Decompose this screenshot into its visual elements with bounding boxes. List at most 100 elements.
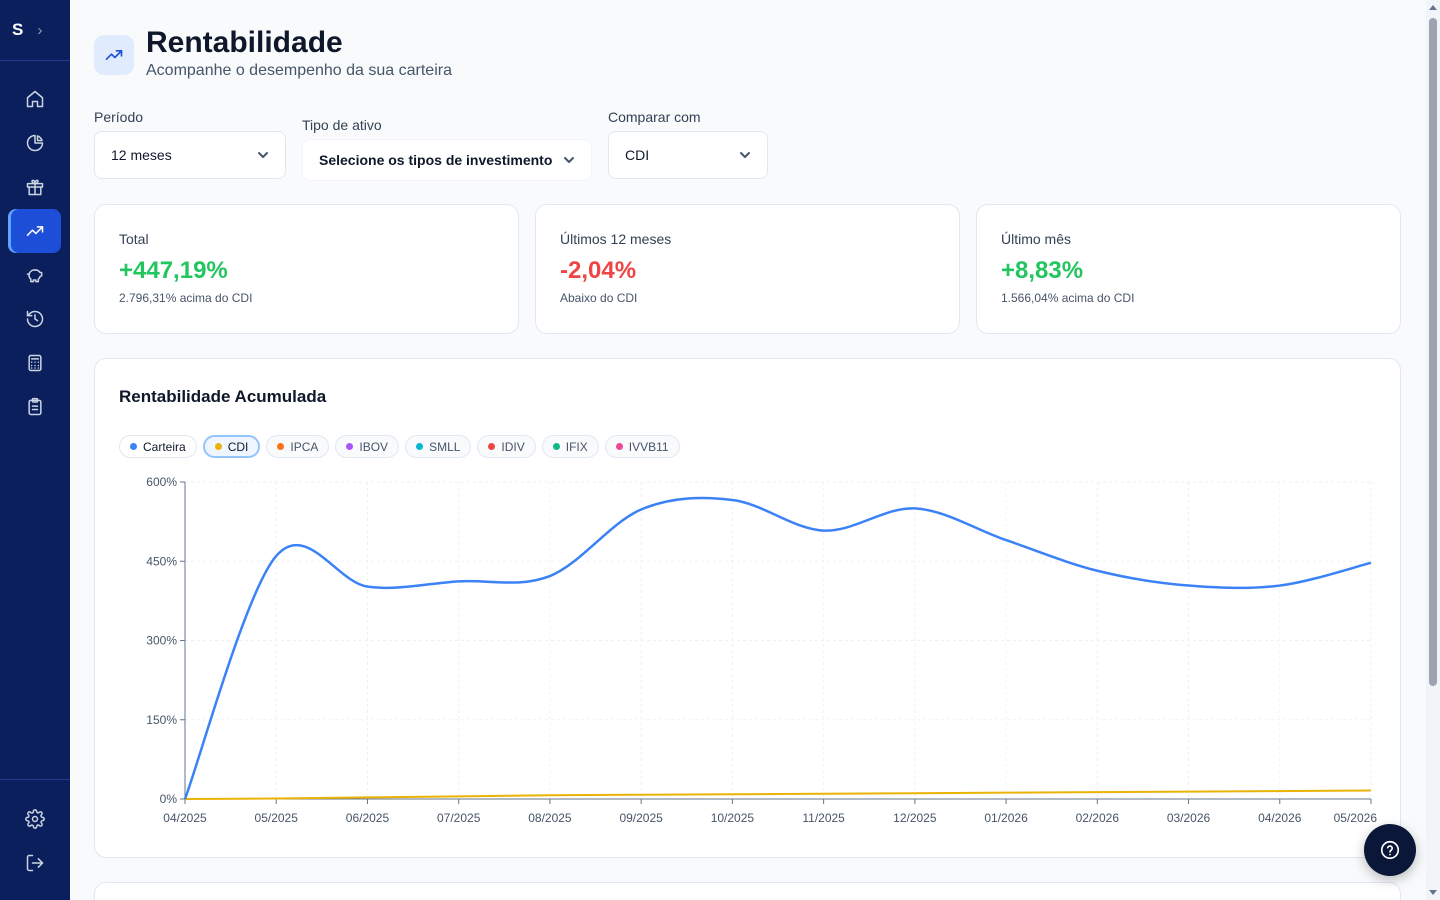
chevron-right-icon[interactable]: › <box>37 21 43 39</box>
sidebar-item-reports[interactable] <box>8 385 61 429</box>
help-circle-icon <box>1380 840 1400 860</box>
chevron-down-icon <box>258 152 268 158</box>
x-tick-label: 07/2025 <box>437 811 481 825</box>
sidebar-footer <box>0 779 70 885</box>
x-tick-label: 10/2025 <box>711 811 755 825</box>
select-value: Selecione os tipos de investimento <box>319 152 553 168</box>
legend-label: Carteira <box>143 439 186 454</box>
gift-icon <box>26 179 43 196</box>
legend-dot <box>277 443 285 450</box>
sidebar-item-calculator[interactable] <box>8 341 61 385</box>
trending-up-icon <box>105 50 123 61</box>
home-icon <box>26 90 43 108</box>
legend-chip-idiv[interactable]: IDIV <box>477 435 536 458</box>
legend-chip-cdi[interactable]: CDI <box>202 435 261 458</box>
app-logo[interactable]: S <box>12 20 24 39</box>
y-tick-label: 450% <box>146 554 177 568</box>
chevron-down-icon <box>740 152 750 158</box>
x-tick-label: 02/2026 <box>1076 811 1120 825</box>
legend-chip-ivvb11[interactable]: IVVB11 <box>604 435 680 458</box>
chart-legend: Carteira CDI IPCA IBOV SMLL IDIV IFIX IV… <box>119 435 680 458</box>
scroll-thumb[interactable] <box>1429 18 1437 686</box>
x-tick-label: 11/2025 <box>802 811 845 825</box>
select-value: 12 meses <box>111 147 172 163</box>
legend-chip-ipca[interactable]: IPCA <box>266 435 330 458</box>
gear-icon <box>24 809 45 829</box>
y-tick-label: 0% <box>160 792 178 806</box>
periodo-select[interactable]: 12 meses <box>94 131 286 179</box>
filter-tipo: Tipo de ativo Selecione os tipos de inve… <box>302 117 592 181</box>
series-line-carteira <box>183 496 1372 800</box>
card-ultimo-mes: Último mês +8,83% 1.566,04% acima do CDI <box>976 204 1401 334</box>
x-tick-label: 12/2025 <box>893 811 937 825</box>
filter-label: Tipo de ativo <box>302 117 382 133</box>
rentabilidade-chart[interactable]: 0% 150% 300% 450% 600% 04/2025 05/2025 06/2025 0… <box>95 359 1402 859</box>
sidebar-item-settings[interactable] <box>8 797 61 841</box>
card-title: Últimos 12 meses <box>560 231 672 247</box>
sidebar-item-home[interactable] <box>8 77 61 121</box>
sidebar-item-portfolio[interactable] <box>8 121 61 165</box>
scroll-up-arrow[interactable] <box>1429 5 1437 10</box>
legend-label: SMLL <box>429 439 461 454</box>
y-tick-label: 150% <box>146 713 177 727</box>
pie-chart-icon <box>26 134 43 152</box>
chart-title: Rentabilidade Acumulada <box>119 387 327 406</box>
sidebar-item-logout[interactable] <box>8 841 61 885</box>
page-title: Rentabilidade <box>146 26 343 59</box>
legend-chip-ifix[interactable]: IFIX <box>541 435 599 458</box>
legend-dot <box>130 443 137 450</box>
card-total: Total +447,19% 2.796,31% acima do CDI <box>94 204 519 334</box>
legend-label: IBOV <box>359 439 389 454</box>
scroll-down-arrow[interactable] <box>1429 890 1437 895</box>
main-content: Rentabilidade Acompanhe o desempenho da … <box>70 0 1426 900</box>
card-value: +447,19% <box>119 257 228 284</box>
sidebar-item-savings[interactable] <box>8 253 61 297</box>
x-tick-label: 05/2026 <box>1334 811 1378 825</box>
legend-dot <box>346 443 354 450</box>
chart-card: Rentabilidade Acumulada Carteira CDI IPC… <box>94 358 1401 858</box>
legend-dot <box>214 443 222 450</box>
legend-chip-smll[interactable]: SMLL <box>405 435 472 458</box>
help-button[interactable] <box>1364 824 1416 876</box>
series-line-cdi <box>184 789 1372 800</box>
legend-label: IPCA <box>290 439 319 454</box>
x-tick-label: 05/2025 <box>255 811 299 825</box>
legend-dot <box>552 443 560 450</box>
y-tick-label: 600% <box>146 475 177 489</box>
sidebar-header: S › <box>0 0 70 61</box>
next-section-card <box>94 882 1401 900</box>
filter-periodo: Período 12 meses <box>94 109 286 179</box>
tipo-ativo-select[interactable]: Selecione os tipos de investimento <box>302 139 592 181</box>
card-value: +8,83% <box>1001 257 1084 284</box>
filter-comparar: Comparar com CDI <box>608 109 768 179</box>
filter-label: Período <box>94 109 144 125</box>
sidebar-item-history[interactable] <box>8 297 61 341</box>
page-scrollbar[interactable] <box>1426 0 1440 900</box>
card-title: Último mês <box>1001 231 1072 247</box>
legend-dot <box>615 443 623 450</box>
page-subtitle: Acompanhe o desempenho da sua carteira <box>146 62 452 79</box>
card-ultimos-12-meses: Últimos 12 meses -2,04% Abaixo do CDI <box>535 204 960 334</box>
legend-label: IFIX <box>565 439 588 454</box>
sidebar-item-rentabilidade[interactable] <box>8 209 61 253</box>
x-tick-label: 04/2025 <box>163 811 207 825</box>
trending-up-icon <box>26 226 43 236</box>
card-note: 1.566,04% acima do CDI <box>1001 291 1135 305</box>
card-note: 2.796,31% acima do CDI <box>119 291 253 305</box>
legend-dot <box>488 443 496 450</box>
logout-icon <box>26 854 43 872</box>
x-tick-label: 03/2026 <box>1167 811 1211 825</box>
clipboard-icon <box>27 397 42 416</box>
legend-chip-ibov[interactable]: IBOV <box>335 435 400 458</box>
sidebar-item-dividends[interactable] <box>8 165 61 209</box>
header-icon-box <box>94 35 134 75</box>
page-header: Rentabilidade Acompanhe o desempenho da … <box>94 26 452 80</box>
sidebar-nav <box>8 77 61 429</box>
comparar-select[interactable]: CDI <box>608 131 768 179</box>
legend-chip-carteira[interactable]: Carteira <box>119 435 197 458</box>
calculator-icon <box>27 354 42 372</box>
legend-label: CDI <box>227 439 249 454</box>
x-tick-label: 04/2026 <box>1258 811 1302 825</box>
chevron-down-icon <box>564 157 574 163</box>
x-tick-label: 08/2025 <box>528 811 572 825</box>
